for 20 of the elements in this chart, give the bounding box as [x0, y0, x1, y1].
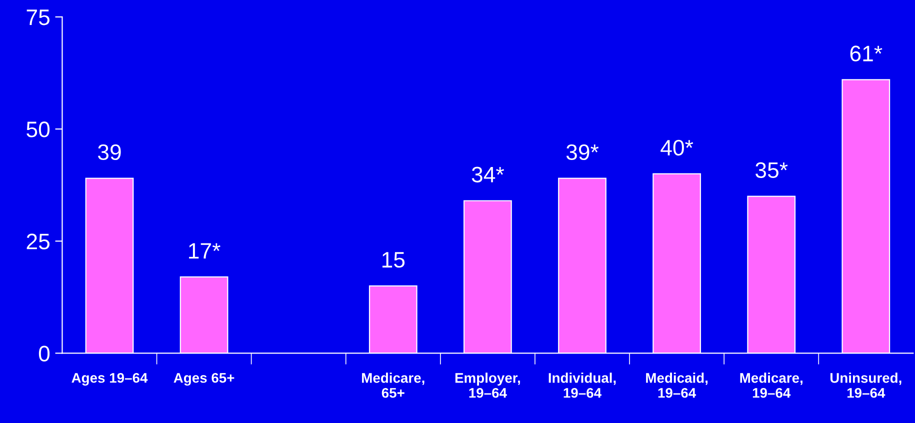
data-label: 40*	[660, 140, 694, 156]
x-tick-label: Medicare, 19–64	[740, 372, 802, 398]
x-tick-label: Employer, 19–64	[455, 372, 520, 398]
x-tick-label: Medicaid, 19–64	[646, 372, 708, 398]
data-label: 39	[98, 144, 121, 160]
x-tick-label: Uninsured, 19–64	[830, 372, 902, 398]
data-label: 61*	[850, 46, 882, 62]
y-tick-label: 50	[26, 122, 50, 138]
data-label: 17*	[189, 243, 220, 258]
y-tick-label: 25	[26, 234, 50, 250]
data-label: 34*	[472, 166, 504, 182]
data-label: 35*	[756, 162, 788, 178]
y-tick-label: 75	[26, 10, 50, 26]
x-tick-label: Ages 65+	[174, 372, 234, 386]
x-tick-label: Medicare, 65+	[362, 372, 424, 398]
data-label: 15	[382, 252, 405, 268]
data-label: 39*	[566, 144, 599, 160]
y-tick-label: 0	[38, 346, 50, 362]
x-tick-label: Individual, 19–64	[548, 372, 616, 398]
x-tick-label: Ages 19–64	[72, 372, 148, 386]
